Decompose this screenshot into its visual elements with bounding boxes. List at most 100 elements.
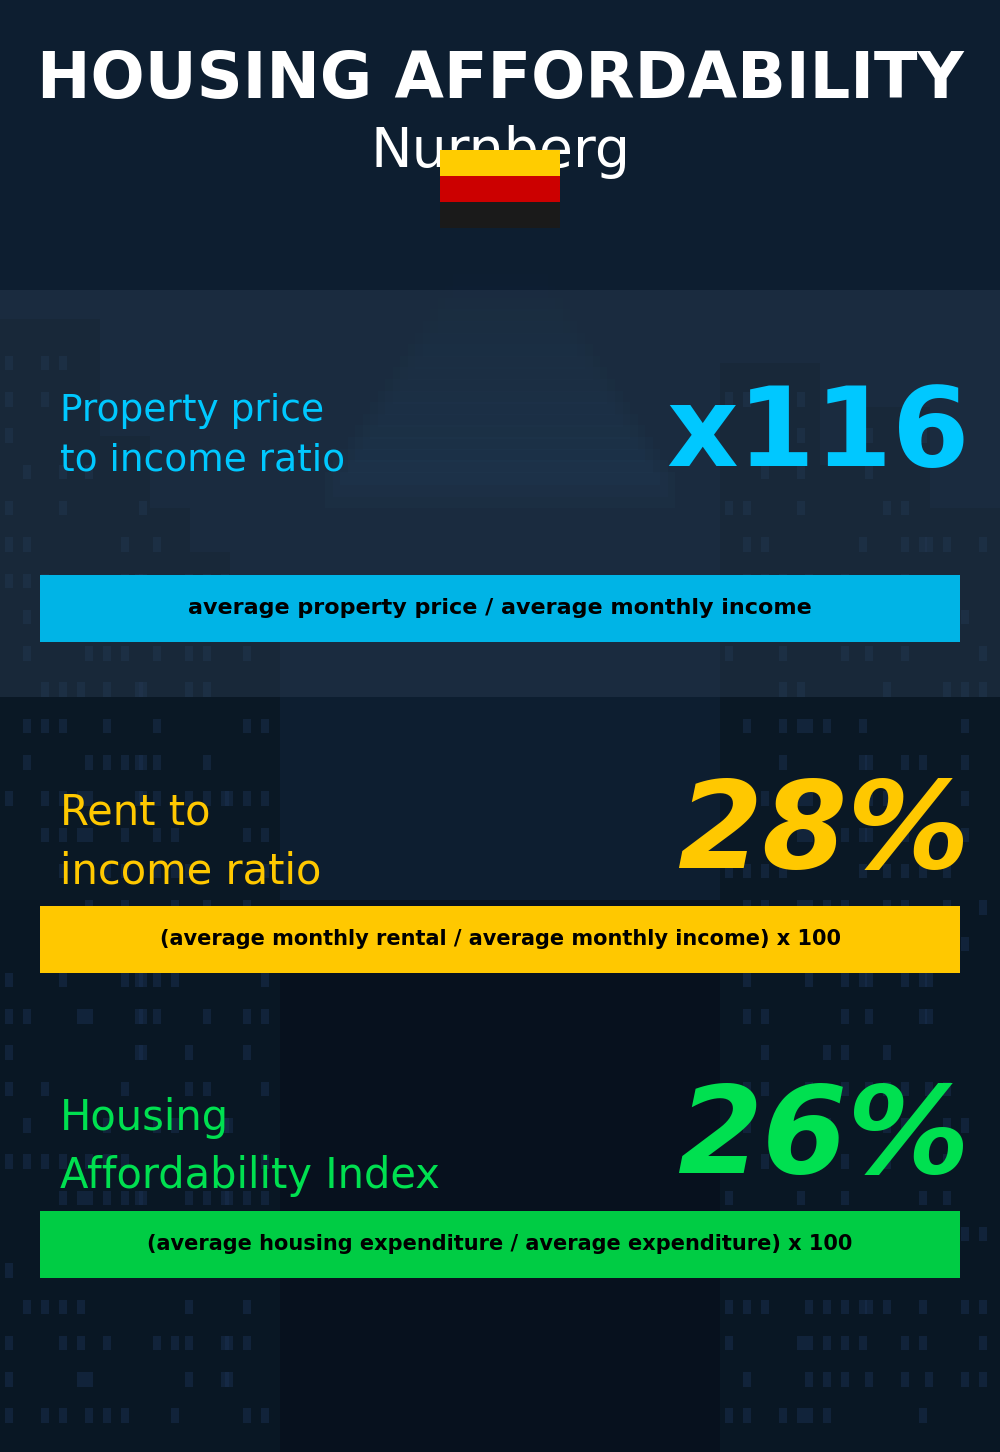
Bar [0, 319, 100, 1452]
Bar [171, 900, 179, 915]
Bar [103, 1118, 111, 1133]
Bar [865, 1082, 873, 1096]
Bar [805, 937, 813, 951]
Bar [300, 857, 700, 871]
Bar [103, 1227, 111, 1241]
Bar [300, 1205, 700, 1220]
Bar [743, 501, 751, 515]
Bar [300, 1147, 700, 1162]
Bar [139, 1191, 147, 1205]
Bar [300, 886, 700, 900]
Bar [961, 1300, 969, 1314]
Bar [85, 1154, 93, 1169]
Bar [153, 828, 161, 842]
Text: (average housing expenditure / average expenditure) x 100: (average housing expenditure / average e… [147, 1234, 853, 1255]
Bar [203, 1082, 211, 1096]
Bar [103, 755, 111, 770]
Bar [130, 508, 190, 1452]
Bar [901, 973, 909, 987]
Bar [725, 1300, 733, 1314]
Bar [761, 1009, 769, 1024]
Bar [203, 682, 211, 697]
Bar [5, 356, 13, 370]
Bar [103, 682, 111, 697]
Bar [59, 1408, 67, 1423]
Bar [300, 1394, 700, 1408]
Bar [725, 1408, 733, 1423]
Bar [85, 465, 93, 479]
Bar [805, 1263, 813, 1278]
Bar [225, 1227, 233, 1241]
Bar [261, 791, 269, 806]
Bar [261, 1154, 269, 1169]
Bar [841, 1154, 849, 1169]
Bar [901, 646, 909, 661]
Bar [445, 286, 555, 322]
Bar [85, 1408, 93, 1423]
Bar [440, 176, 560, 202]
Bar [925, 1227, 933, 1241]
Bar [823, 791, 831, 806]
Bar [203, 646, 211, 661]
Bar [865, 937, 873, 951]
Bar [865, 828, 873, 842]
Bar [300, 1176, 700, 1191]
Bar [943, 864, 951, 878]
Bar [438, 298, 562, 334]
Bar [121, 828, 129, 842]
Bar [943, 937, 951, 951]
Bar [139, 1009, 147, 1024]
Bar [121, 1408, 129, 1423]
Bar [23, 1009, 31, 1024]
Bar [203, 937, 211, 951]
Bar [153, 1263, 161, 1278]
Bar [203, 791, 211, 806]
Bar [925, 1372, 933, 1387]
Bar [452, 274, 548, 311]
Bar [979, 1372, 987, 1387]
Bar [185, 1191, 193, 1205]
Bar [77, 1372, 85, 1387]
Bar [153, 646, 161, 661]
Bar [300, 581, 700, 595]
Bar [300, 1074, 700, 1089]
Bar [139, 791, 147, 806]
Bar [77, 682, 85, 697]
Bar [221, 1336, 229, 1350]
Bar [41, 1408, 49, 1423]
Bar [392, 367, 607, 404]
Bar [859, 755, 867, 770]
Bar [59, 610, 67, 624]
Bar [243, 1227, 251, 1241]
Bar [859, 973, 867, 987]
Bar [41, 1300, 49, 1314]
Bar [85, 755, 93, 770]
Bar [841, 574, 849, 588]
Bar [300, 711, 700, 726]
Bar [901, 1227, 909, 1241]
Text: 26%: 26% [677, 1082, 970, 1198]
Bar [919, 1300, 927, 1314]
Bar [243, 828, 251, 842]
Bar [797, 1263, 805, 1278]
Bar [883, 682, 891, 697]
Bar [153, 973, 161, 987]
Bar [385, 379, 615, 415]
Bar [743, 973, 751, 987]
Bar [797, 428, 805, 443]
Bar [5, 428, 13, 443]
Bar [743, 864, 751, 878]
Bar [23, 610, 31, 624]
Bar [221, 1118, 229, 1133]
Bar [300, 1220, 700, 1234]
Bar [225, 1118, 233, 1133]
Bar [300, 871, 700, 886]
Bar [961, 1372, 969, 1387]
Bar [77, 1227, 85, 1241]
Bar [5, 791, 13, 806]
Bar [59, 973, 67, 987]
Bar [41, 610, 49, 624]
Bar [103, 610, 111, 624]
Bar [41, 719, 49, 733]
Bar [300, 842, 700, 857]
